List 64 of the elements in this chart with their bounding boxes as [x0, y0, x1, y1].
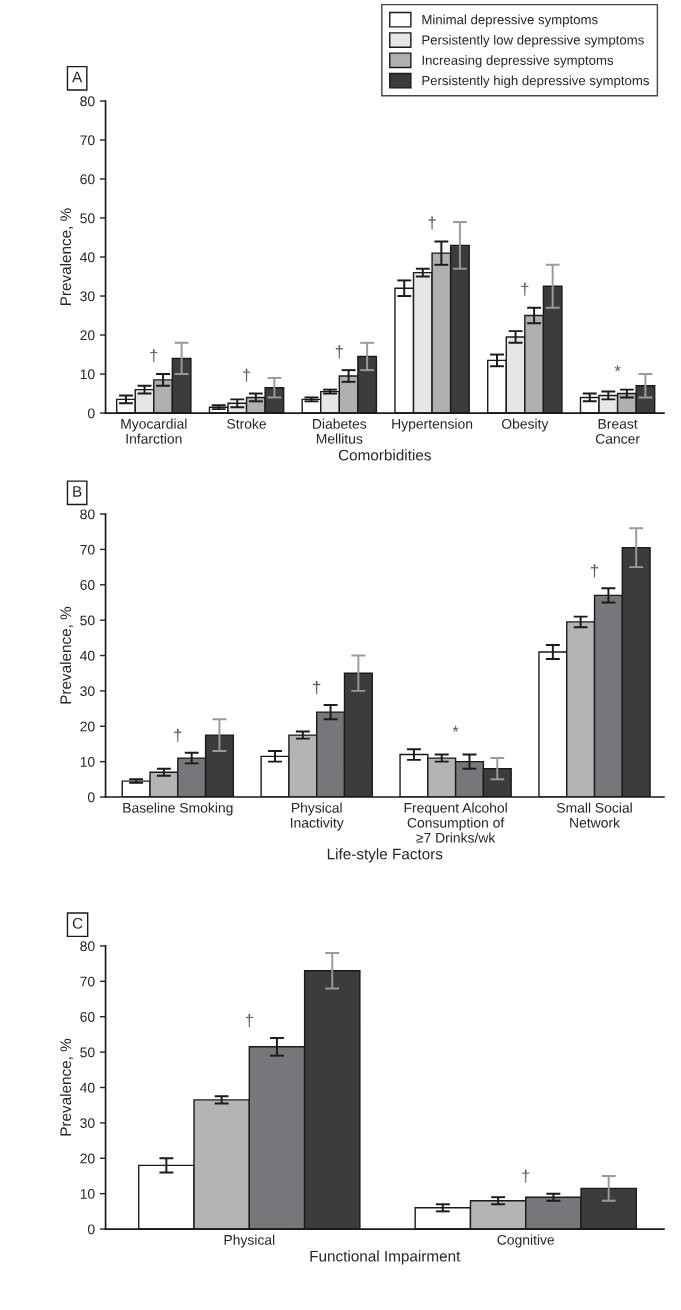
- chart-title: A: [72, 71, 83, 83]
- annotation: *: [452, 725, 459, 732]
- x-tick-label: Myocardial Infarction: [121, 418, 187, 444]
- x-tick-label: Hypertension: [392, 418, 473, 432]
- x-axis-title: Life-style Factors: [327, 848, 443, 863]
- y-tick-label: 20: [80, 721, 95, 732]
- y-tick-label: 10: [80, 1188, 95, 1199]
- y-tick-label: 0: [87, 408, 95, 419]
- chart-title: C: [72, 917, 83, 929]
- annotation: †: [313, 681, 321, 695]
- y-tick-label: 70: [80, 976, 95, 987]
- x-axis-title: Comorbidities: [338, 449, 431, 461]
- x-tick-label: Frequent Alcohol Consumption of ≥7 Drinks/wk: [404, 802, 507, 843]
- x-tick-label: Breast Cancer: [595, 419, 640, 444]
- y-tick-label: 60: [80, 174, 95, 185]
- x-tick-label: Physical Inactivity: [290, 802, 344, 831]
- y-tick-label: 10: [80, 756, 95, 767]
- x-tick-label: Physical: [224, 1234, 275, 1248]
- annotation: †: [243, 368, 251, 382]
- y-tick-label: 0: [87, 1224, 95, 1235]
- annotation: †: [591, 564, 599, 578]
- y-tick-label: 80: [80, 96, 95, 107]
- y-tick-label: 50: [80, 213, 95, 224]
- y-tick-label: 50: [80, 615, 95, 626]
- legend-label: Persistently low depressive symptoms: [422, 34, 644, 48]
- y-tick-label: 20: [80, 330, 95, 341]
- y-tick-label: 70: [80, 135, 95, 146]
- y-tick-label: 30: [80, 291, 95, 302]
- y-axis-title: Prevalence, %: [59, 1038, 73, 1136]
- x-tick-label: Diabetes Mellitus: [313, 418, 367, 444]
- y-tick-label: 40: [80, 1082, 95, 1093]
- annotation: †: [428, 216, 436, 230]
- annotation: †: [150, 349, 158, 363]
- y-tick-label: 70: [80, 544, 95, 555]
- y-tick-label: 30: [80, 1118, 95, 1129]
- annotation: †: [174, 728, 182, 742]
- annotation: *: [614, 365, 621, 372]
- y-tick-label: 40: [80, 650, 95, 661]
- y-axis-title: Prevalence, %: [59, 208, 73, 306]
- x-tick-label: Obesity: [501, 418, 549, 432]
- y-tick-label: 40: [80, 252, 95, 263]
- y-tick-label: 80: [80, 941, 95, 952]
- y-tick-label: 60: [80, 1012, 95, 1022]
- annotation: †: [245, 1013, 253, 1028]
- y-tick-label: 50: [80, 1047, 95, 1058]
- x-axis-title: Functional Impairment: [310, 1250, 461, 1265]
- x-tick-label: Cognitive: [497, 1234, 555, 1248]
- y-tick-label: 30: [80, 686, 95, 697]
- legend-label: Minimal depressive symptoms: [422, 14, 598, 27]
- x-tick-label: Stroke: [227, 418, 267, 429]
- y-axis-title: Prevalence, %: [59, 606, 73, 704]
- y-tick-label: 60: [80, 580, 95, 590]
- legend-label: Increasing depressive symptoms: [422, 55, 614, 68]
- y-tick-label: 20: [80, 1153, 95, 1164]
- y-tick-label: 10: [80, 369, 95, 380]
- annotation: †: [522, 1169, 530, 1183]
- x-tick-label: Small Social Network: [556, 802, 632, 828]
- legend-label: Persistently high depressive symptoms: [422, 75, 649, 88]
- y-tick-label: 0: [87, 792, 95, 803]
- chart-title: B: [73, 486, 82, 497]
- annotation: †: [521, 282, 529, 297]
- annotation: †: [335, 345, 343, 359]
- x-tick-label: Baseline Smoking: [123, 802, 233, 816]
- y-tick-label: 80: [80, 509, 95, 520]
